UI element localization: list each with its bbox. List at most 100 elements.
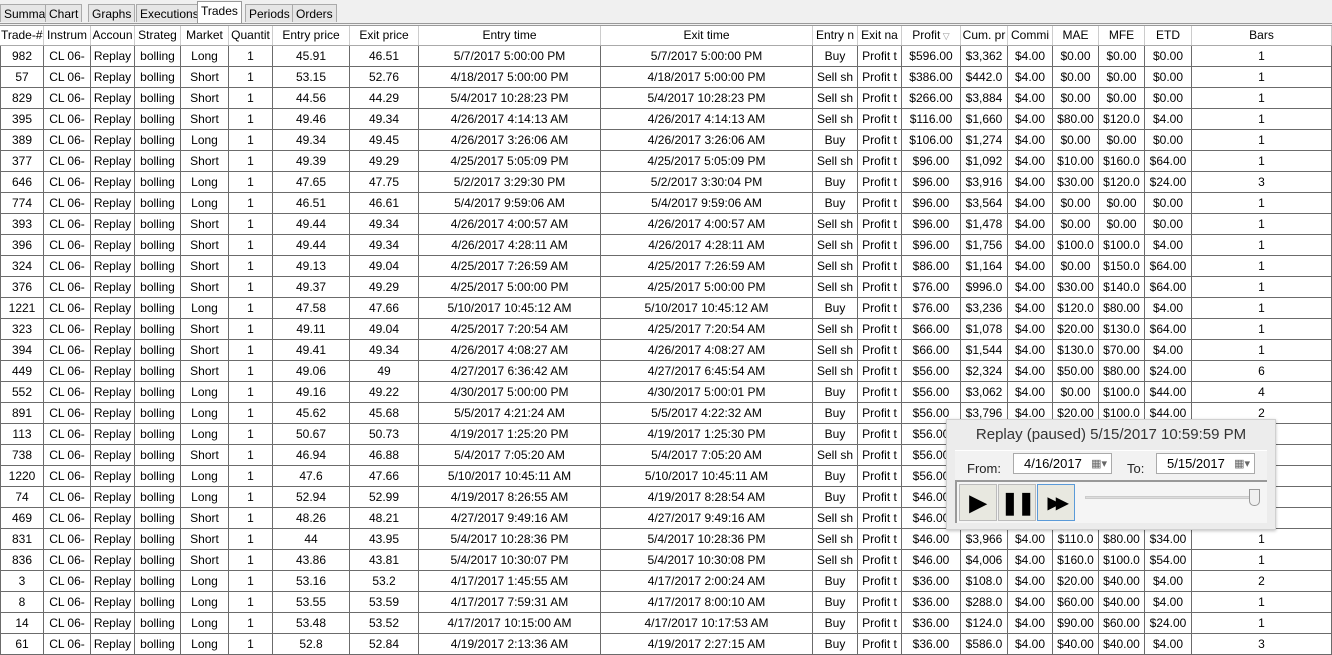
- table-row[interactable]: 831 CL 06- Replay bolling Short 1 44 43.95 5/4/2…: [0, 527, 1332, 550]
- column-header[interactable]: Quantit: [228, 26, 273, 46]
- table-cell: Buy: [812, 632, 858, 655]
- from-date-value: 4/16/2017: [1024, 456, 1082, 471]
- table-row[interactable]: 982 CL 06- Replay bolling Long 1 45.91 46.51 5/7…: [0, 44, 1332, 67]
- table-cell: 52.8: [272, 632, 350, 655]
- table-cell: $46.00: [901, 527, 961, 550]
- table-cell: CL 06-: [43, 359, 91, 382]
- table-row[interactable]: 829 CL 06- Replay bolling Short 1 44.56 44.29 5/…: [0, 86, 1332, 109]
- column-header[interactable]: Profit ▽: [901, 26, 961, 46]
- table-cell: 47.65: [272, 170, 350, 193]
- table-row[interactable]: 891 CL 06- Replay bolling Long 1 45.62 45.68 5/5…: [0, 401, 1332, 424]
- table-row[interactable]: 113 CL 06- Replay bolling Long 1 50.67 50.73 4/1…: [0, 422, 1332, 445]
- table-cell: Long: [180, 611, 229, 634]
- column-header[interactable]: Instrum: [43, 26, 91, 46]
- column-header[interactable]: Market: [180, 26, 229, 46]
- table-row[interactable]: 57 CL 06- Replay bolling Short 1 53.15 52.76 4/1…: [0, 65, 1332, 88]
- table-cell: Sell sh: [812, 443, 858, 466]
- to-date-picker[interactable]: 5/15/2017 ▦▾: [1156, 453, 1255, 474]
- table-cell: 52.84: [349, 632, 419, 655]
- table-cell: $86.00: [901, 254, 961, 277]
- table-cell: $96.00: [901, 233, 961, 256]
- table-cell: 4/26/2017 4:14:13 AM: [600, 107, 813, 130]
- tab-graphs[interactable]: Graphs: [88, 4, 136, 22]
- table-cell: 4/18/2017 5:00:00 PM: [600, 65, 813, 88]
- column-header[interactable]: Trade-#: [0, 26, 44, 46]
- table-cell: Short: [180, 506, 229, 529]
- table-cell: bolling: [134, 191, 181, 214]
- column-header[interactable]: MAE: [1052, 26, 1099, 46]
- table-row[interactable]: 376 CL 06- Replay bolling Short 1 49.37 49.29 4/…: [0, 275, 1332, 298]
- table-cell: Long: [180, 128, 229, 151]
- table-row[interactable]: 646 CL 06- Replay bolling Long 1 47.65 47.75 5/2…: [0, 170, 1332, 193]
- table-row[interactable]: 3 CL 06- Replay bolling Long 1 53.16 53.2 4/17/2…: [0, 569, 1332, 592]
- column-header[interactable]: Exit na: [857, 26, 902, 46]
- table-cell: 1: [1191, 275, 1332, 298]
- table-row[interactable]: 395 CL 06- Replay bolling Short 1 49.46 49.34 4/…: [0, 107, 1332, 130]
- table-row[interactable]: 8 CL 06- Replay bolling Long 1 53.55 53.59 4/17/…: [0, 590, 1332, 613]
- tab-summary[interactable]: Summary: [0, 4, 60, 22]
- tab-periods[interactable]: Periods: [245, 4, 294, 22]
- table-row[interactable]: 389 CL 06- Replay bolling Long 1 49.34 49.45 4/2…: [0, 128, 1332, 151]
- table-cell: $20.00: [1052, 569, 1099, 592]
- table-cell: Buy: [812, 401, 858, 424]
- column-header[interactable]: Cum. pr: [960, 26, 1008, 46]
- table-row[interactable]: 394 CL 06- Replay bolling Short 1 49.41 49.34 4/…: [0, 338, 1332, 361]
- table-cell: Profit t: [857, 422, 902, 445]
- table-row[interactable]: 323 CL 06- Replay bolling Short 1 49.11 49.04 4/…: [0, 317, 1332, 340]
- column-header[interactable]: Accoun: [90, 26, 135, 46]
- column-header[interactable]: MFE: [1098, 26, 1145, 46]
- table-row[interactable]: 449 CL 06- Replay bolling Short 1 49.06 49 4/27/…: [0, 359, 1332, 382]
- table-cell: bolling: [134, 170, 181, 193]
- table-cell: Replay: [90, 401, 135, 424]
- play-button[interactable]: ▶: [959, 484, 997, 521]
- table-cell: 45.91: [272, 44, 350, 67]
- column-header[interactable]: Exit time: [600, 26, 813, 46]
- table-cell: CL 06-: [43, 527, 91, 550]
- table-row[interactable]: 324 CL 06- Replay bolling Short 1 49.13 49.04 4/…: [0, 254, 1332, 277]
- table-row[interactable]: 396 CL 06- Replay bolling Short 1 49.44 49.34 4/…: [0, 233, 1332, 256]
- column-header[interactable]: Commi: [1007, 26, 1053, 46]
- table-cell: Short: [180, 338, 229, 361]
- table-cell: Sell sh: [812, 212, 858, 235]
- tab-chart[interactable]: Chart: [45, 4, 83, 22]
- tab-trades[interactable]: Trades: [197, 1, 242, 23]
- table-cell: bolling: [134, 254, 181, 277]
- table-row[interactable]: 836 CL 06- Replay bolling Short 1 43.86 43.81 5/…: [0, 548, 1332, 571]
- table-cell: CL 06-: [43, 128, 91, 151]
- speed-slider-thumb[interactable]: [1249, 489, 1260, 506]
- tab-executions[interactable]: Executions: [136, 4, 203, 22]
- column-header[interactable]: Entry price: [272, 26, 350, 46]
- column-header[interactable]: Entry time: [418, 26, 601, 46]
- column-header[interactable]: Bars: [1191, 26, 1332, 46]
- table-row[interactable]: 774 CL 06- Replay bolling Long 1 46.51 46.61 5/4…: [0, 191, 1332, 214]
- table-cell: $40.00: [1098, 569, 1145, 592]
- table-cell: CL 06-: [43, 548, 91, 571]
- speed-slider-track[interactable]: [1085, 496, 1255, 499]
- column-header[interactable]: Strateg: [134, 26, 181, 46]
- table-row[interactable]: 1221 CL 06- Replay bolling Long 1 47.58 47.66 5/…: [0, 296, 1332, 319]
- table-row[interactable]: 61 CL 06- Replay bolling Long 1 52.8 52.84 4/19/…: [0, 632, 1332, 655]
- table-row[interactable]: 393 CL 06- Replay bolling Short 1 49.44 49.34 4/…: [0, 212, 1332, 235]
- table-row[interactable]: 552 CL 06- Replay bolling Long 1 49.16 49.22 4/3…: [0, 380, 1332, 403]
- column-header[interactable]: Entry n: [812, 26, 858, 46]
- table-cell: Short: [180, 317, 229, 340]
- pause-button[interactable]: ❚❚: [998, 484, 1036, 521]
- table-cell: $80.00: [1098, 359, 1145, 382]
- table-row[interactable]: 14 CL 06- Replay bolling Long 1 53.48 53.52 4/17…: [0, 611, 1332, 634]
- table-cell: bolling: [134, 212, 181, 235]
- calendar-dropdown-icon[interactable]: ▦▾: [1234, 458, 1250, 470]
- fast-forward-button[interactable]: ▶▶: [1037, 484, 1075, 521]
- column-header[interactable]: ETD: [1144, 26, 1192, 46]
- table-cell: Buy: [812, 464, 858, 487]
- from-date-picker[interactable]: 4/16/2017 ▦▾: [1013, 453, 1112, 474]
- table-cell: Short: [180, 275, 229, 298]
- table-row[interactable]: 377 CL 06- Replay bolling Short 1 49.39 49.29 4/…: [0, 149, 1332, 172]
- tab-orders[interactable]: Orders: [292, 4, 337, 22]
- table-cell: $36.00: [901, 611, 961, 634]
- table-cell: bolling: [134, 422, 181, 445]
- calendar-dropdown-icon[interactable]: ▦▾: [1091, 458, 1107, 470]
- column-header[interactable]: Exit price: [349, 26, 419, 46]
- table-cell: 738: [0, 443, 44, 466]
- table-cell: 1: [1191, 107, 1332, 130]
- table-cell: $4.00: [1007, 212, 1053, 235]
